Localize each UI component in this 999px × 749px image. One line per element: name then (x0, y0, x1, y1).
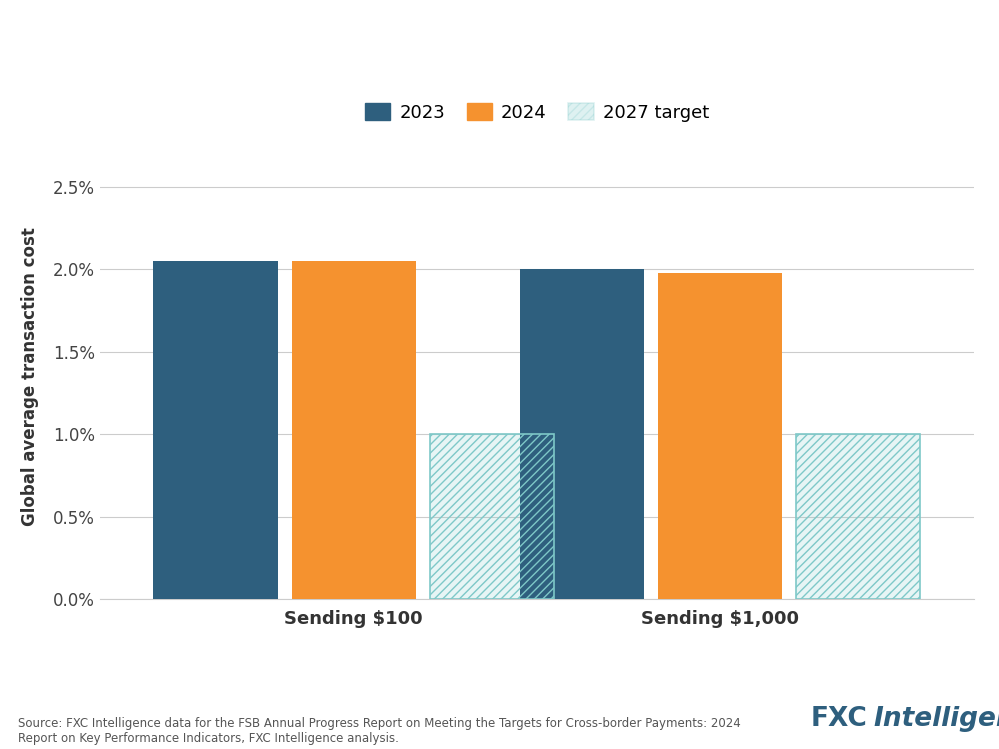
Text: Source: FXC Intelligence data for the FSB Annual Progress Report on Meeting the : Source: FXC Intelligence data for the FS… (18, 718, 740, 745)
Text: Global average transaction costs for P2B payments by send amount: Global average transaction costs for P2B… (18, 91, 729, 111)
Bar (430, 434, 553, 599)
Y-axis label: Global average transaction cost: Global average transaction cost (21, 227, 39, 526)
Text: FXC: FXC (810, 706, 867, 732)
Bar (796, 434, 920, 599)
Text: Cross-border P2B payments costs flat in 2024: Cross-border P2B payments costs flat in … (18, 28, 804, 58)
Bar (154, 261, 278, 599)
Bar (520, 269, 644, 599)
Legend: 2023, 2024, 2027 target: 2023, 2024, 2027 target (358, 96, 716, 129)
Bar (292, 261, 416, 599)
Bar (430, 434, 553, 599)
Bar (658, 273, 782, 599)
Bar (796, 434, 920, 599)
Text: Intelligence: Intelligence (873, 706, 999, 732)
